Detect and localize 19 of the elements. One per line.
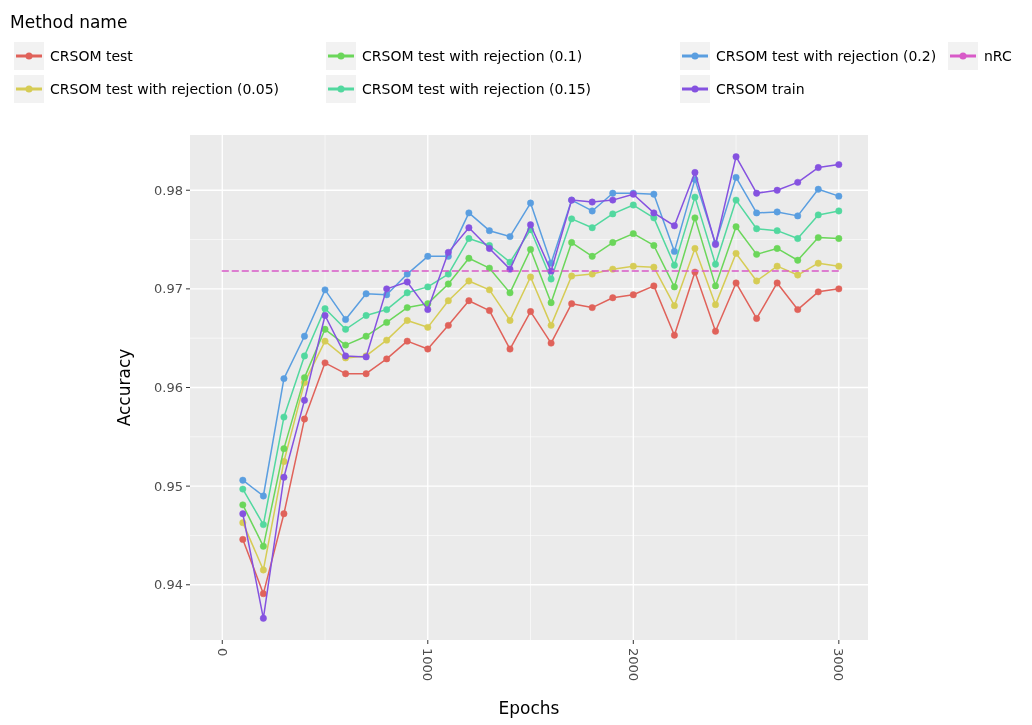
legend-label: CRSOM test with rejection (0.15): [362, 81, 592, 97]
x-tick-label: 0: [214, 648, 230, 657]
legend-label: CRSOM train: [716, 81, 805, 97]
x-tick-label: 1000: [420, 648, 436, 682]
y-tick-label: 0.98: [154, 182, 183, 198]
legend-label: CRSOM test with rejection (0.1): [362, 48, 583, 64]
x-tick-label: 2000: [625, 648, 641, 682]
legend-label: CRSOM test: [50, 48, 134, 64]
legend-label: nRC: [984, 48, 1012, 64]
y-axis-title: Accuracy: [114, 348, 134, 427]
x-tick-label: 3000: [831, 648, 847, 682]
y-tick-label: 0.95: [154, 478, 183, 494]
y-tick-label: 0.96: [154, 380, 183, 396]
legend-label: CRSOM test with rejection (0.05): [50, 81, 280, 97]
y-tick-label: 0.94: [154, 577, 183, 593]
x-axis-title: Epochs: [498, 698, 560, 718]
y-tick-label: 0.97: [154, 281, 183, 297]
legend-label: CRSOM test with rejection (0.2): [716, 48, 937, 64]
legend-title: Method name: [10, 12, 128, 32]
